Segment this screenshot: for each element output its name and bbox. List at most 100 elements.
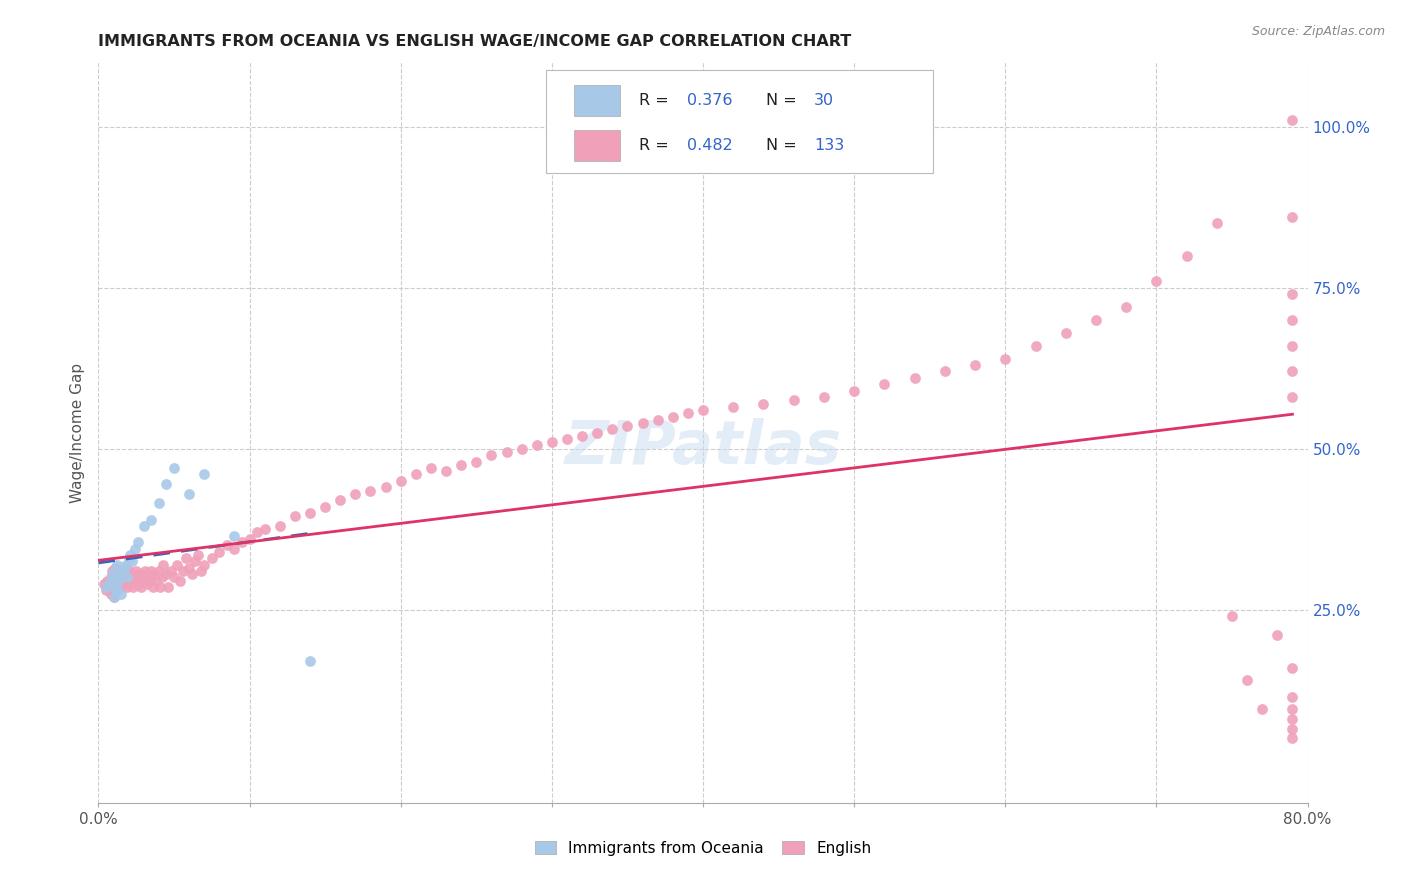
Point [299, 654, 322, 668]
Point [96, 574, 118, 588]
Point [1251, 702, 1274, 716]
Point [155, 477, 177, 491]
Point [676, 406, 699, 420]
Text: 30: 30 [814, 93, 834, 108]
Point [141, 564, 163, 578]
FancyBboxPatch shape [574, 130, 620, 161]
Point [405, 467, 427, 482]
Point [110, 580, 132, 594]
Point [128, 567, 150, 582]
Point [105, 580, 128, 594]
Point [115, 580, 138, 594]
Point [139, 574, 162, 588]
Point [1281, 287, 1303, 301]
Point [107, 574, 129, 588]
Point [1281, 731, 1303, 746]
Point [121, 554, 143, 568]
Point [190, 564, 212, 578]
Point [121, 567, 143, 582]
Point [148, 564, 170, 578]
Point [631, 416, 654, 430]
Point [112, 574, 135, 588]
Text: N =: N = [766, 93, 801, 108]
Point [495, 445, 517, 459]
Point [1281, 339, 1303, 353]
Point [179, 561, 201, 575]
Point [193, 467, 215, 482]
Point [184, 554, 207, 568]
Point [125, 564, 148, 578]
Point [136, 567, 159, 582]
Point [215, 538, 238, 552]
Point [253, 522, 276, 536]
Point [110, 586, 132, 600]
FancyBboxPatch shape [546, 70, 932, 173]
Point [434, 464, 457, 478]
Point [132, 570, 155, 584]
Point [465, 454, 488, 468]
Point [1206, 216, 1229, 230]
Point [104, 580, 127, 594]
Point [141, 512, 163, 526]
Point [555, 432, 578, 446]
Point [571, 429, 593, 443]
Point [224, 528, 246, 542]
Point [114, 567, 136, 582]
Text: R =: R = [638, 138, 673, 153]
Point [124, 570, 146, 584]
Point [108, 574, 131, 588]
Point [111, 564, 134, 578]
Point [145, 574, 167, 588]
Point [169, 574, 191, 588]
Point [98, 580, 121, 594]
Point [101, 564, 124, 578]
Point [616, 419, 638, 434]
Point [389, 474, 412, 488]
Point [1115, 300, 1137, 314]
Point [101, 570, 124, 584]
Point [163, 570, 186, 584]
Point [111, 564, 134, 578]
Point [201, 551, 224, 566]
Text: 0.376: 0.376 [688, 93, 733, 108]
Point [112, 561, 135, 575]
Point [299, 506, 322, 520]
Point [104, 561, 127, 575]
Point [360, 483, 382, 498]
Point [118, 577, 141, 591]
Point [114, 558, 136, 572]
Y-axis label: Wage/Income Gap: Wage/Income Gap [70, 362, 86, 503]
Point [1281, 113, 1303, 128]
Point [246, 525, 269, 540]
Point [1281, 210, 1303, 224]
Point [152, 558, 174, 572]
Point [1220, 609, 1243, 624]
Point [120, 548, 142, 562]
Point [994, 351, 1017, 366]
Text: R =: R = [638, 93, 673, 108]
Point [127, 535, 149, 549]
Point [149, 580, 172, 594]
Point [1236, 673, 1258, 688]
Point [148, 496, 170, 510]
Point [172, 564, 194, 578]
Point [752, 397, 775, 411]
Point [105, 558, 128, 572]
Point [94, 583, 117, 598]
Point [105, 570, 128, 584]
Point [723, 400, 745, 414]
Point [1175, 249, 1198, 263]
Point [1267, 628, 1289, 642]
Point [108, 570, 131, 584]
Point [107, 577, 129, 591]
Point [193, 558, 215, 572]
Point [965, 358, 987, 372]
Point [904, 371, 927, 385]
Point [208, 545, 231, 559]
Text: 0.482: 0.482 [688, 138, 733, 153]
Point [1144, 274, 1167, 288]
Point [450, 458, 472, 472]
Point [1085, 313, 1108, 327]
Point [135, 577, 157, 591]
Point [142, 580, 165, 594]
